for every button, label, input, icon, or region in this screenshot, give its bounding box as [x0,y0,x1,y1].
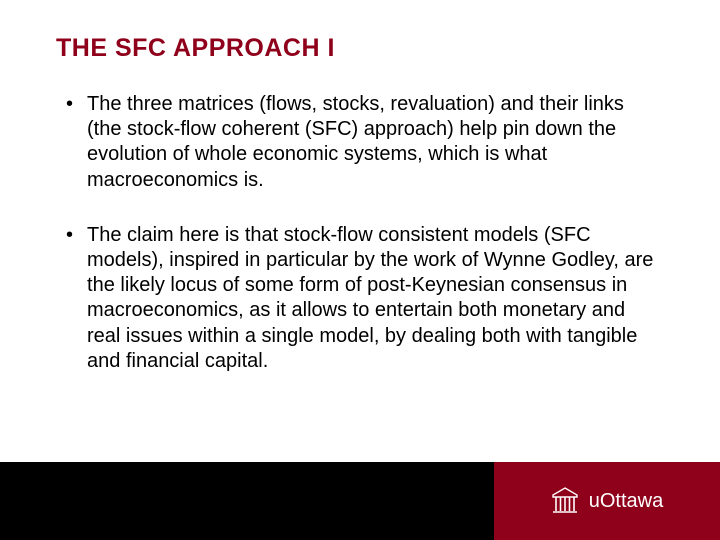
bullet-marker: • [66,223,73,374]
bullet-item: • The three matrices (flows, stocks, rev… [66,92,660,193]
logo-text: uOttawa [589,490,663,513]
footer-left [0,462,494,540]
building-icon [551,486,579,516]
bullet-item: • The claim here is that stock-flow cons… [66,223,660,374]
footer-right: uOttawa [494,462,720,540]
slide-content: • The three matrices (flows, stocks, rev… [66,92,660,404]
bullet-text: The claim here is that stock-flow consis… [87,223,660,374]
slide-title: THE SFC APPROACH I [56,34,335,63]
bullet-text: The three matrices (flows, stocks, reval… [87,92,660,193]
bullet-marker: • [66,92,73,193]
footer-bar: uOttawa [0,462,720,540]
slide: THE SFC APPROACH I • The three matrices … [0,0,720,540]
